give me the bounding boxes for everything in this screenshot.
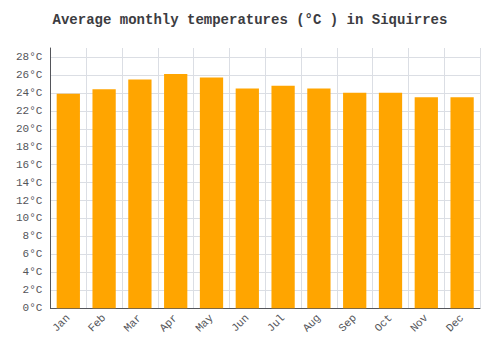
svg-text:May: May	[193, 312, 216, 335]
svg-text:Feb: Feb	[86, 312, 108, 334]
svg-text:8°C: 8°C	[23, 230, 43, 242]
svg-text:Nov: Nov	[408, 312, 431, 335]
svg-text:Apr: Apr	[157, 312, 179, 334]
svg-text:12°C: 12°C	[16, 195, 43, 207]
svg-text:0°C: 0°C	[23, 302, 43, 314]
svg-text:Mar: Mar	[122, 312, 144, 334]
svg-text:28°C: 28°C	[16, 51, 43, 63]
svg-text:Aug: Aug	[301, 312, 323, 334]
svg-text:Jan: Jan	[50, 312, 72, 334]
svg-text:4°C: 4°C	[23, 266, 43, 278]
svg-text:Oct: Oct	[372, 312, 394, 334]
svg-text:Dec: Dec	[444, 312, 466, 334]
svg-text:18°C: 18°C	[16, 141, 43, 153]
svg-text:22°C: 22°C	[16, 105, 43, 117]
svg-text:14°C: 14°C	[16, 177, 43, 189]
svg-text:Sep: Sep	[336, 312, 358, 334]
svg-text:Jun: Jun	[229, 312, 251, 334]
svg-text:10°C: 10°C	[16, 212, 43, 224]
svg-text:26°C: 26°C	[16, 69, 43, 81]
svg-text:24°C: 24°C	[16, 87, 43, 99]
svg-text:6°C: 6°C	[23, 248, 43, 260]
svg-text:Jul: Jul	[265, 312, 287, 334]
svg-text:20°C: 20°C	[16, 123, 43, 135]
svg-text:2°C: 2°C	[23, 284, 43, 296]
svg-text:Average monthly temperatures (: Average monthly temperatures (°C ) in Si…	[53, 12, 448, 28]
svg-text:16°C: 16°C	[16, 159, 43, 171]
